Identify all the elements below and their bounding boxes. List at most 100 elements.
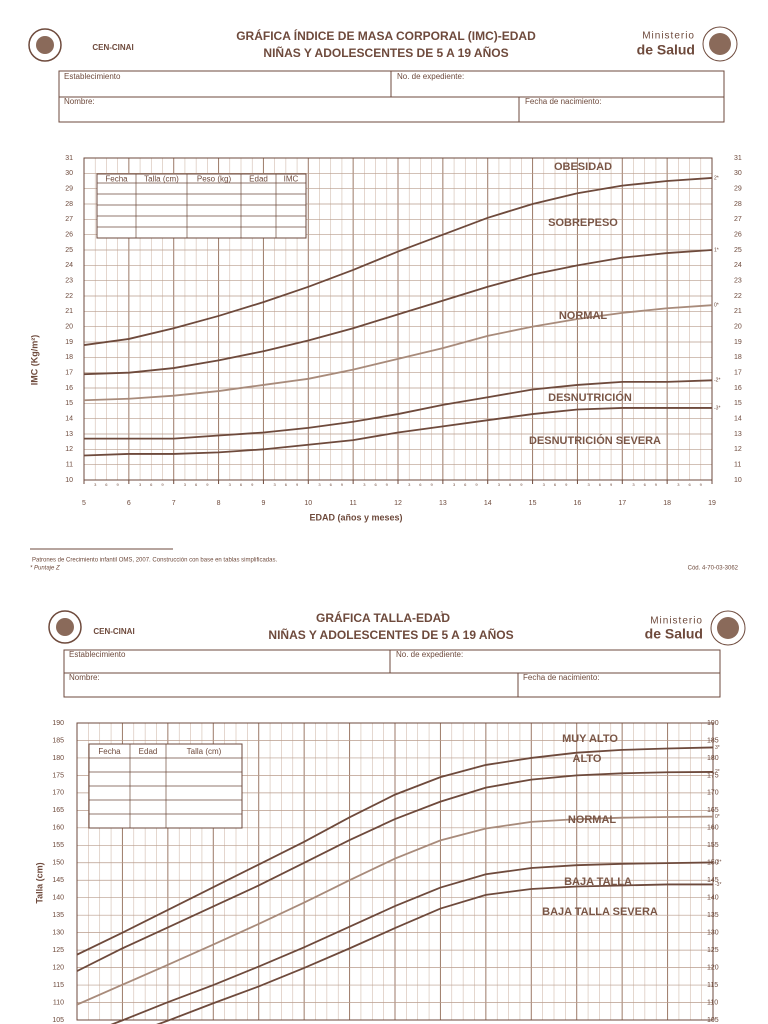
series-label: 0* (715, 814, 720, 820)
month-tick-label: 9 (520, 482, 523, 487)
y-tick-label-right: 27 (734, 216, 742, 223)
month-tick-label: 3 (274, 482, 277, 487)
series-label: -2* (714, 378, 720, 384)
y-tick-label: 185 (52, 737, 64, 744)
footnote: * Puntaje Z (30, 566, 60, 572)
month-tick-label: 3 (318, 482, 321, 487)
month-tick-label: 3 (229, 482, 232, 487)
x-tick-label: 12 (394, 500, 402, 507)
month-tick-label: 9 (565, 482, 568, 487)
month-tick-label: 6 (150, 482, 153, 487)
month-tick-label: 6 (464, 482, 467, 487)
y-tick-label: 30 (65, 170, 73, 177)
month-tick-label: 6 (105, 482, 108, 487)
y-tick-label-right: 30 (734, 170, 742, 177)
series-label: -2* (715, 860, 721, 866)
logo-text: CEN-CINAI (93, 627, 134, 636)
series-label: 2* (714, 175, 719, 181)
emblem (710, 610, 746, 646)
y-tick-label-right: 28 (734, 201, 742, 208)
y-tick-label: 20 (65, 324, 73, 331)
y-tick-label-right: 12 (734, 446, 742, 453)
x-tick-label: 17 (618, 500, 626, 507)
subtitle: NIÑAS Y ADOLESCENTES DE 5 A 19 AÑOS (263, 45, 508, 60)
title: GRÁFICA TALLA-EDAD (316, 610, 450, 625)
ministry: de Salud (637, 42, 695, 58)
y-tick-label: 170 (52, 790, 64, 797)
y-tick-label-right: 17 (734, 370, 742, 377)
y-tick-label: 26 (65, 232, 73, 239)
month-tick-label: 9 (610, 482, 613, 487)
table-header: Talla (cm) (144, 175, 179, 184)
zone-label: NORMAL (559, 310, 608, 322)
month-tick-label: 9 (251, 482, 254, 487)
month-tick-label: 3 (408, 482, 411, 487)
y-tick-label-right: 10 (734, 477, 742, 484)
zone-label: MUY ALTO (562, 733, 618, 745)
month-tick-label: 6 (509, 482, 512, 487)
logo-text: CEN-CINAI (92, 43, 133, 52)
chart: 10 10 11 11 12 12 13 13 14 14 15 15 16 16 17 17 18 18 19 19… (29, 155, 742, 523)
logo (28, 28, 62, 62)
x-tick-label: 7 (172, 500, 176, 507)
series-line (84, 407, 712, 457)
y-axis-label: Talla (cm) (34, 862, 44, 903)
zone-label: SOBREPESO (548, 217, 618, 229)
zone-label: OBESIDAD (554, 161, 612, 173)
ministry: Ministerio (650, 616, 703, 627)
series-label: 1* (714, 247, 719, 253)
month-tick-label: 9 (700, 482, 703, 487)
x-tick-label: 19 (708, 500, 716, 507)
form-label: No. de expediente: (397, 72, 464, 81)
plot-frame (76, 722, 714, 1021)
y-tick-label: 27 (65, 216, 73, 223)
y-tick-label-right: 18 (734, 354, 742, 361)
y-tick-label: 125 (52, 947, 64, 954)
y-tick-label: 105 (52, 1017, 64, 1024)
y-tick-label-right: 22 (734, 293, 742, 300)
form (63, 649, 721, 698)
y-tick-label: 160 (52, 825, 64, 832)
month-tick-label: 6 (599, 482, 602, 487)
form (58, 70, 725, 123)
form-label: Establecimiento (64, 72, 121, 81)
month-tick-label: 6 (330, 482, 333, 487)
series-label: -3* (715, 882, 721, 888)
series-label: 0* (714, 303, 719, 309)
y-axis-label: IMC (Kg/m²) (29, 335, 39, 386)
form-label: Nombre: (69, 673, 100, 682)
y-tick-label-right: 29 (734, 186, 742, 193)
table-header: Edad (139, 747, 158, 756)
month-tick-label: 3 (94, 482, 97, 487)
series-label: 2* (715, 769, 720, 775)
month-tick-label: 9 (475, 482, 478, 487)
x-tick-label: 18 (663, 500, 671, 507)
y-tick-label: 29 (65, 186, 73, 193)
x-tick-label: 14 (484, 500, 492, 507)
title-note: 1 (440, 611, 444, 618)
emblem (717, 617, 739, 639)
x-tick-label: 15 (529, 500, 537, 507)
y-tick-label: 11 (66, 462, 73, 469)
zone-label: BAJA TALLA (564, 876, 632, 888)
series-label: 3* (715, 745, 720, 751)
x-tick-label: 8 (217, 500, 221, 507)
month-tick-label: 9 (341, 482, 344, 487)
table-header: Peso (kg) (197, 175, 232, 184)
month-tick-label: 6 (644, 482, 647, 487)
form-label: No. de expediente: (396, 650, 463, 659)
y-tick-label: 180 (52, 755, 64, 762)
y-tick-label: 17 (65, 370, 73, 377)
form-label: Fecha de nacimiento: (525, 97, 602, 106)
y-tick-label: 12 (65, 446, 73, 453)
y-tick-label: 22 (65, 293, 73, 300)
month-tick-label: 3 (498, 482, 501, 487)
y-tick-label: 19 (65, 339, 73, 346)
month-tick-label: 6 (419, 482, 422, 487)
y-tick-label-right: 16 (734, 385, 742, 392)
y-tick-label: 24 (65, 262, 73, 269)
series-line (84, 177, 712, 346)
footnote: Patrones de Crecimiento infantil OMS, 20… (32, 558, 277, 564)
series-line (156, 883, 713, 1024)
